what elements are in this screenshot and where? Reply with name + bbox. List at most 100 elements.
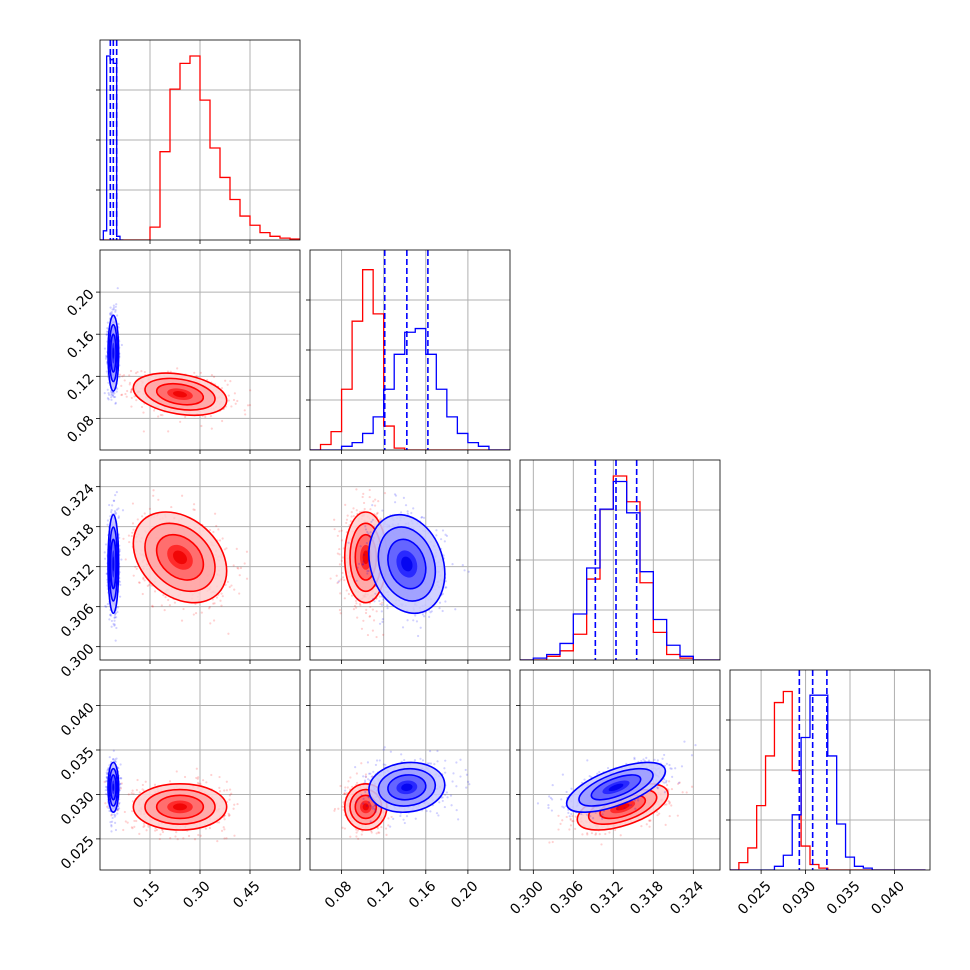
point-blue [103,551,106,554]
point-red [148,583,151,586]
contour-0 [368,513,446,615]
point-red [158,837,161,841]
panel-content [310,250,510,450]
point-blue [105,330,109,333]
point-blue [109,313,112,317]
point-red [338,547,341,551]
point-red [142,822,146,825]
point-blue [115,390,118,393]
point-red [163,609,166,612]
y-tick-label: 0.318 [58,521,98,561]
point-red [244,413,247,416]
point-red [226,383,229,386]
point-red [167,598,170,602]
point-red [355,602,358,605]
point-red [182,607,185,611]
density-level-4 [112,556,115,572]
point-blue [382,598,385,601]
point-red [338,530,341,533]
density-level-4 [173,391,187,398]
point-red [142,577,145,581]
point-blue [356,597,359,601]
point-red [209,622,212,625]
point-blue [119,583,122,586]
point-red [193,371,196,374]
point-red [225,789,228,792]
point-red [375,610,378,613]
point-red [131,502,135,505]
point-red [116,809,120,812]
point-red [195,776,198,780]
point-red [218,790,222,793]
point-red [192,508,195,511]
point-blue [106,397,110,400]
point-red [179,420,182,423]
point-blue [108,393,111,396]
point-red [133,825,136,828]
point-red [227,399,230,402]
point-red [216,840,219,843]
point-red [132,574,135,577]
point-red [135,819,138,823]
point-red [122,537,125,540]
point-red [350,594,354,597]
point-red [152,489,155,492]
point-red [159,413,162,417]
point-red [227,632,230,635]
point-blue [107,392,110,395]
point-blue [421,613,424,616]
density-red [132,511,228,604]
point-blue [114,305,117,308]
y-tick-label: 0.16 [64,328,97,361]
point-red [374,498,377,501]
point-blue [386,607,389,610]
panel-content [103,489,249,642]
point-blue [117,507,120,510]
point-red [217,821,221,824]
point-blue [368,534,371,538]
point-blue [461,564,464,567]
point-red [161,830,165,834]
point-red [136,518,139,521]
point-red [205,781,208,784]
point-red [110,814,113,817]
contour-1 [377,526,437,602]
point-red [132,792,135,795]
point-red [243,562,246,565]
point-blue [105,572,108,575]
point-red [352,608,356,611]
point-blue [113,395,117,399]
point-red [359,604,362,607]
point-red [204,827,207,830]
point-blue [364,525,367,528]
point-red [208,607,211,610]
point-red [373,504,377,507]
point-red [224,379,227,382]
point-red [340,559,343,562]
point-red [223,818,226,821]
point-blue [113,392,116,395]
point-blue [372,525,376,529]
point-red [227,812,230,815]
point-blue [412,507,415,510]
point-blue [366,572,369,575]
histogram-red [100,55,300,240]
point-red [219,599,222,602]
point-red [146,584,149,587]
point-red [159,833,162,836]
point-red [340,539,344,542]
point-red [212,375,216,378]
point-red [372,619,376,622]
point-red [345,589,348,592]
point-red [133,819,136,823]
point-blue [104,357,108,360]
point-red [138,832,141,835]
point-blue [361,563,364,566]
point-red [223,837,226,840]
point-red [356,616,359,619]
point-blue [366,570,369,573]
point-blue [110,398,113,401]
point-red [175,831,178,834]
point-blue [415,620,419,623]
panel-content [329,488,470,639]
